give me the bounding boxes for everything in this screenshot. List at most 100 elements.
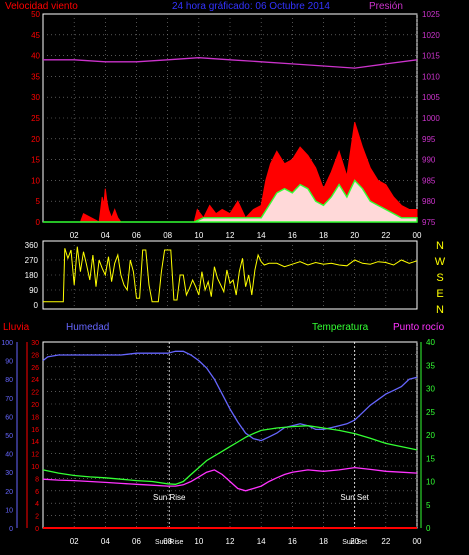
time-tick-label: 02 <box>70 231 79 240</box>
time-tick-label: 14 <box>257 231 266 240</box>
wind-tick-label: 10 <box>31 176 40 185</box>
wind-tick-label: 40 <box>31 52 40 61</box>
rain-tick-label: 24 <box>31 377 39 384</box>
series-wind-avg <box>43 179 418 223</box>
rain-tick-label: 16 <box>31 427 39 434</box>
wind-tick-label: 30 <box>31 93 40 102</box>
wind-speed-label: Velocidad viento <box>5 1 78 12</box>
time-tick-label: 16 <box>288 537 297 546</box>
humidity-tick-label: 10 <box>5 507 13 514</box>
humidity-tick-label: 80 <box>5 377 13 384</box>
time-tick-label: 02 <box>70 537 79 546</box>
pressure-tick-label: 1000 <box>422 114 440 123</box>
humidity-tick-label: 20 <box>5 489 13 496</box>
rain-tick-label: 10 <box>31 464 39 471</box>
pressure-tick-label: 995 <box>422 135 436 144</box>
humidity-tick-label: 90 <box>5 359 13 366</box>
time-tick-label: 20 <box>350 231 359 240</box>
direction-tick-label: 360 <box>25 241 39 250</box>
temp-tick-label: 5 <box>426 501 431 510</box>
rain-tick-label: 6 <box>35 489 39 496</box>
compass-letter: N <box>436 304 444 316</box>
wind-chart-grid <box>43 14 418 222</box>
series-temperature <box>42 425 418 485</box>
sun-axis-label: Sun Rise <box>155 539 184 546</box>
rain-tick-label: 30 <box>31 340 39 347</box>
time-tick-label: 06 <box>132 231 141 240</box>
pressure-tick-label: 1010 <box>422 72 440 81</box>
pressure-tick-label: 1020 <box>422 31 440 40</box>
rain-tick-label: 12 <box>31 452 39 459</box>
temp-time-ticks: 02 04 06 08 10 12 14 16 18 20 22 00 <box>70 537 422 546</box>
temp-tick-label: 20 <box>426 431 435 440</box>
time-tick-label: 06 <box>132 537 141 546</box>
direction-tick-label: 90 <box>29 286 38 295</box>
time-tick-label: 22 <box>381 231 390 240</box>
time-tick-label: 22 <box>381 537 390 546</box>
pressure-tick-label: 1005 <box>422 93 440 102</box>
sun-marker-label: Sun Set <box>340 493 369 502</box>
rain-tick-label: 28 <box>31 352 39 359</box>
time-tick-label: 12 <box>226 231 235 240</box>
series-humidity <box>42 350 418 442</box>
temp-tick-label: 15 <box>426 454 435 463</box>
pressure-tick-label: 975 <box>422 218 436 227</box>
time-tick-label: 00 <box>413 231 422 240</box>
humidity-tick-label: 30 <box>5 470 13 477</box>
pressure-tick-label: 985 <box>422 176 436 185</box>
time-tick-label: 10 <box>194 231 203 240</box>
rain-tick-label: 2 <box>35 514 39 521</box>
wind-tick-label: 20 <box>31 135 40 144</box>
wind-tick-label: 0 <box>36 218 41 227</box>
wind-tick-label: 25 <box>31 114 40 123</box>
wind-tick-label: 50 <box>31 10 40 19</box>
compass-letter: W <box>435 256 446 268</box>
rain-label: Lluvia <box>3 322 30 333</box>
time-tick-label: 08 <box>163 231 172 240</box>
compass-letter: E <box>436 288 443 300</box>
rain-tick-label: 26 <box>31 365 39 372</box>
wind-time-ticks: 02 04 06 08 10 12 14 16 18 20 22 00 <box>70 231 422 240</box>
wind-tick-label: 15 <box>31 156 40 165</box>
humidity-tick-label: 60 <box>5 414 13 421</box>
humidity-tick-label: 70 <box>5 396 13 403</box>
chart-title: 24 hora gráficado: 06 Octubre 2014 <box>172 1 330 12</box>
direction-tick-label: 270 <box>25 256 39 265</box>
pressure-tick-label: 990 <box>422 156 436 165</box>
rain-tick-label: 0 <box>35 526 39 533</box>
time-tick-label: 18 <box>319 537 328 546</box>
time-tick-label: 12 <box>226 537 235 546</box>
time-tick-label: 20 <box>350 537 359 546</box>
temp-tick-label: 10 <box>426 478 435 487</box>
humidity-label: Humedad <box>66 322 109 333</box>
series-wind-direction <box>43 246 418 303</box>
wind-chart-series <box>43 57 418 223</box>
wind-tick-label: 35 <box>31 72 40 81</box>
temp-tick-label: 40 <box>426 338 435 347</box>
wind-speed-ticks: 0 5 10 15 20 25 30 35 40 45 50 <box>31 10 40 227</box>
time-tick-label: 16 <box>288 231 297 240</box>
sun-axis-label: Sun Set <box>342 539 367 546</box>
pressure-tick-label: 1015 <box>422 52 440 61</box>
pressure-tick-label: 980 <box>422 197 436 206</box>
direction-chart-series <box>43 246 418 303</box>
direction-tick-label: 180 <box>25 271 39 280</box>
sun-marker-label: Sun Rise <box>153 493 186 502</box>
time-tick-label: 08 <box>163 537 172 546</box>
wind-tick-label: 45 <box>31 31 40 40</box>
direction-tick-label: 0 <box>34 301 39 310</box>
series-dewpoint <box>42 466 418 492</box>
temp-tick-label: 35 <box>426 361 435 370</box>
time-tick-label: 04 <box>101 231 110 240</box>
time-tick-label: 04 <box>101 537 110 546</box>
pressure-ticks: 975 980 985 990 995 1000 1005 1010 1015 1020 1025 <box>422 10 440 227</box>
compass-letter: N <box>436 240 444 252</box>
compass-letter: S <box>436 272 443 284</box>
temperature-label: Temperatura <box>312 322 369 333</box>
humidity-ticks: 0 10 20 30 40 50 60 70 80 90 100 <box>1 340 13 533</box>
series-gust <box>43 122 418 223</box>
